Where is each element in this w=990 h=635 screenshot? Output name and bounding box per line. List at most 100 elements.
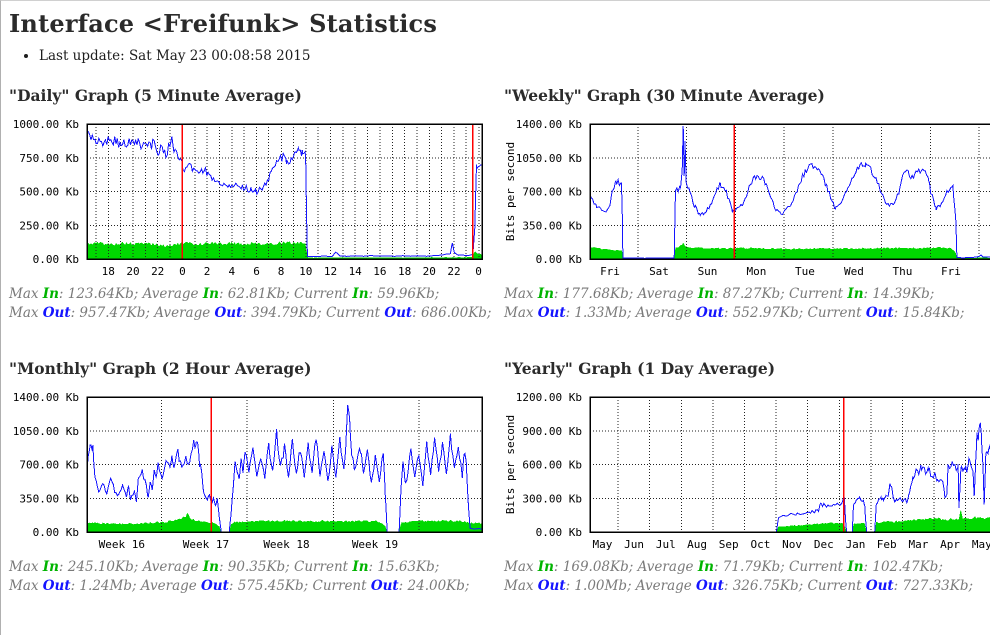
svg-text:1200.00 Kb: 1200.00 Kb: [516, 391, 582, 404]
svg-text:8: 8: [278, 265, 285, 278]
svg-text:May: May: [972, 538, 990, 551]
in-direction-label: In: [847, 286, 864, 302]
yearly-stats-out: Max Out: 1.00Mb; Average Out: 326.75Kb; …: [504, 578, 974, 594]
panel-yearly: "Yearly" Graph (1 Day Average) 1200.00 K…: [496, 323, 990, 596]
svg-text:0.00 Kb: 0.00 Kb: [33, 253, 79, 266]
panel-monthly: "Monthly" Graph (2 Hour Average) 1400.00…: [1, 323, 496, 596]
svg-text:900.00 Kb: 900.00 Kb: [522, 425, 582, 438]
svg-text:500.00 Kb: 500.00 Kb: [19, 186, 79, 199]
svg-text:250.00 Kb: 250.00 Kb: [19, 219, 79, 232]
svg-text:350.00 Kb: 350.00 Kb: [522, 219, 582, 232]
out-direction-label: Out: [214, 305, 243, 321]
svg-text:Sep: Sep: [719, 538, 739, 551]
svg-text:Apr: Apr: [940, 538, 960, 551]
svg-text:18: 18: [398, 265, 411, 278]
svg-text:Nov: Nov: [782, 538, 802, 551]
svg-text:0.00 Kb: 0.00 Kb: [536, 526, 582, 539]
svg-text:0: 0: [179, 265, 186, 278]
in-direction-label: In: [352, 559, 369, 575]
update-list: Last update: Sat May 23 00:08:58 2015: [21, 48, 990, 64]
monthly-stats-out: Max Out: 1.24Mb; Average Out: 575.45Kb; …: [9, 578, 470, 594]
svg-text:Feb: Feb: [877, 538, 897, 551]
yearly-graph-image: 1200.00 Kb 900.00 Kb 600.00 Kb 300.00 Kb 0.0…: [504, 390, 990, 558]
svg-text:Week 18: Week 18: [263, 538, 309, 551]
svg-text:0: 0: [475, 265, 482, 278]
out-direction-label: Out: [865, 305, 894, 321]
in-direction-label: In: [537, 286, 554, 302]
svg-text:Sun: Sun: [698, 265, 718, 278]
svg-text:Bits per second: Bits per second: [504, 415, 517, 514]
svg-text:700.00 Kb: 700.00 Kb: [19, 459, 79, 472]
svg-text:Tue: Tue: [795, 265, 815, 278]
svg-text:May: May: [592, 538, 612, 551]
svg-text:Jun: Jun: [624, 538, 644, 551]
panel-weekly: "Weekly" Graph (30 Minute Average) 1400.…: [496, 74, 990, 323]
svg-text:Wed: Wed: [844, 265, 864, 278]
svg-text:Week 19: Week 19: [352, 538, 398, 551]
svg-text:Sat: Sat: [649, 265, 669, 278]
svg-text:Thu: Thu: [892, 265, 912, 278]
svg-text:1000.00 Kb: 1000.00 Kb: [13, 118, 79, 131]
svg-text:16: 16: [373, 265, 386, 278]
svg-text:350.00 Kb: 350.00 Kb: [19, 492, 79, 505]
svg-text:700.00 Kb: 700.00 Kb: [522, 186, 582, 199]
in-direction-label: In: [697, 286, 714, 302]
svg-text:Oct: Oct: [750, 538, 770, 551]
svg-text:Week 16: Week 16: [99, 538, 145, 551]
svg-text:0.00 Kb: 0.00 Kb: [33, 526, 79, 539]
svg-text:Bits per second: Bits per second: [504, 142, 517, 241]
monthly-graph-heading: "Monthly" Graph (2 Hour Average): [9, 359, 312, 378]
out-direction-label: Out: [370, 578, 399, 594]
svg-text:Week 17: Week 17: [183, 538, 229, 551]
svg-text:18: 18: [102, 265, 115, 278]
svg-text:14: 14: [349, 265, 363, 278]
svg-text:1400.00 Kb: 1400.00 Kb: [516, 118, 582, 131]
svg-text:12: 12: [324, 265, 337, 278]
weekly-stats-in: Max In: 177.68Kb; Average In: 87.27Kb; C…: [504, 286, 935, 302]
svg-text:1050.00 Kb: 1050.00 Kb: [13, 425, 79, 438]
daily-graph-heading: "Daily" Graph (5 Minute Average): [9, 86, 302, 105]
svg-text:1400.00 Kb: 1400.00 Kb: [13, 391, 79, 404]
svg-text:750.00 Kb: 750.00 Kb: [19, 152, 79, 165]
svg-text:Mon: Mon: [746, 265, 766, 278]
svg-text:600.00 Kb: 600.00 Kb: [522, 459, 582, 472]
daily-chart-svg: 1000.00 Kb 750.00 Kb 500.00 Kb 250.00 Kb 0.0…: [13, 118, 483, 278]
in-direction-label: In: [42, 559, 59, 575]
svg-text:Jul: Jul: [656, 538, 676, 551]
graphs-grid: "Daily" Graph (5 Minute Average) 1000.00…: [1, 74, 990, 596]
daily-stats-out: Max Out: 957.47Kb; Average Out: 394.79Kb…: [9, 305, 492, 321]
panel-daily: "Daily" Graph (5 Minute Average) 1000.00…: [1, 74, 496, 323]
yearly-graph-heading: "Yearly" Graph (1 Day Average): [504, 359, 776, 378]
in-direction-label: In: [697, 559, 714, 575]
out-direction-label: Out: [201, 578, 229, 594]
out-direction-label: Out: [42, 578, 71, 594]
daily-graph-image: 1000.00 Kb 750.00 Kb 500.00 Kb 250.00 Kb 0.0…: [9, 117, 496, 285]
yearly-stats-in: Max In: 169.08Kb; Average In: 71.79Kb; C…: [504, 559, 943, 575]
svg-text:22: 22: [447, 265, 460, 278]
svg-text:0.00 Kb: 0.00 Kb: [536, 253, 582, 266]
svg-text:300.00 Kb: 300.00 Kb: [522, 492, 582, 505]
svg-text:4: 4: [228, 265, 235, 278]
svg-text:Dec: Dec: [814, 538, 834, 551]
page-title: Interface <Freifunk> Statistics: [9, 9, 438, 38]
out-direction-label: Out: [537, 578, 566, 594]
weekly-graph-image: 1400.00 Kb 1050.00 Kb 700.00 Kb 350.00 Kb 0.…: [504, 117, 990, 285]
svg-text:Fri: Fri: [600, 265, 620, 278]
svg-text:20: 20: [423, 265, 436, 278]
last-update-text: Last update: Sat May 23 00:08:58 2015: [39, 48, 990, 64]
weekly-chart-svg: 1400.00 Kb 1050.00 Kb 700.00 Kb 350.00 Kb 0.…: [504, 118, 990, 278]
monthly-chart-svg: 1400.00 Kb 1050.00 Kb 700.00 Kb 350.00 Kb 0.…: [13, 391, 483, 551]
svg-text:10: 10: [299, 265, 312, 278]
out-direction-label: Out: [696, 578, 724, 594]
in-direction-label: In: [202, 286, 219, 302]
svg-text:20: 20: [126, 265, 139, 278]
out-direction-label: Out: [42, 305, 71, 321]
svg-text:2: 2: [204, 265, 211, 278]
svg-text:Jan: Jan: [846, 538, 866, 551]
svg-text:22: 22: [151, 265, 164, 278]
svg-text:Aug: Aug: [687, 538, 707, 551]
out-direction-label: Out: [384, 305, 413, 321]
monthly-stats-in: Max In: 245.10Kb; Average In: 90.35Kb; C…: [9, 559, 440, 575]
in-direction-label: In: [537, 559, 554, 575]
